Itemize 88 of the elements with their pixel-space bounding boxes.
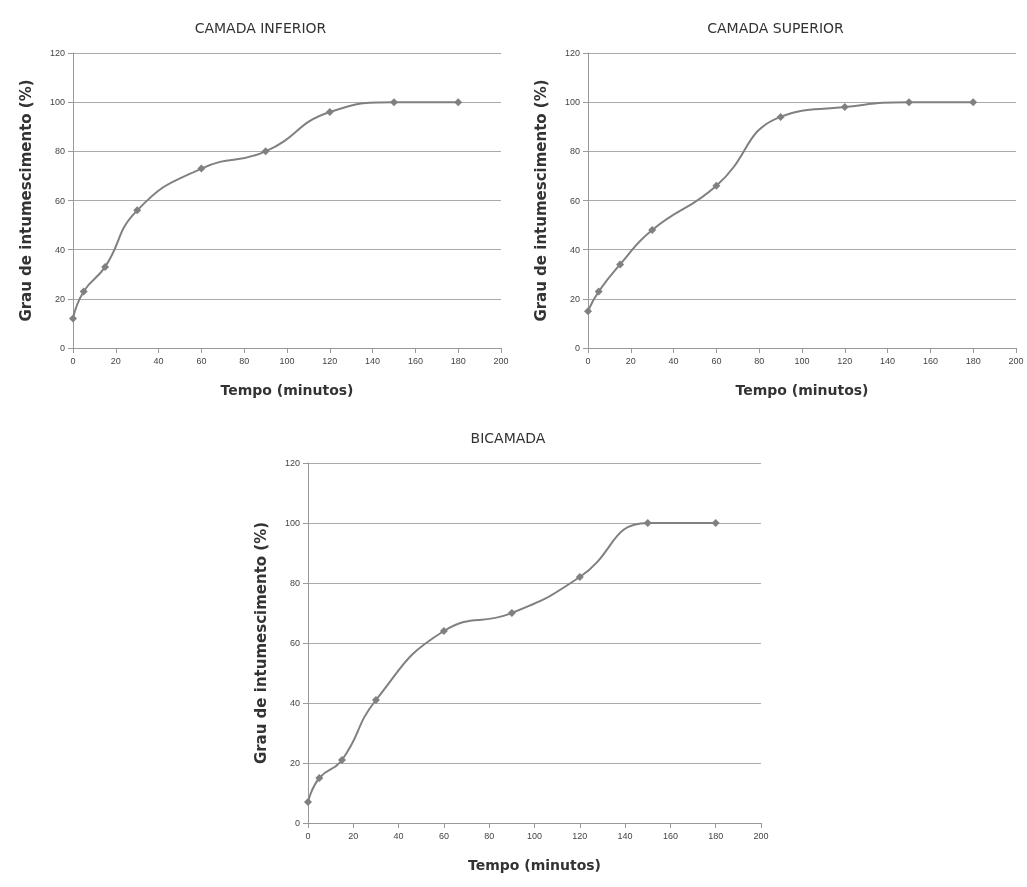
- y-tick-label: 120: [49, 48, 65, 58]
- point: [371, 696, 380, 704]
- chart-title: CAMADA INFERIOR: [194, 20, 327, 36]
- point: [776, 112, 785, 121]
- x-tick-label: 0: [305, 830, 311, 841]
- y-tick-label: 120: [284, 458, 300, 468]
- x-tick-label: 20: [348, 830, 359, 841]
- x-tick-label: 100: [794, 355, 810, 366]
- point: [101, 262, 110, 271]
- x-tick-label: 60: [711, 355, 722, 366]
- x-tick-label: 200: [1008, 355, 1024, 366]
- x-tick-label: 140: [617, 830, 633, 841]
- y-tick-label: 20: [289, 758, 300, 768]
- point: [69, 314, 77, 323]
- point: [643, 519, 652, 527]
- point: [325, 108, 334, 116]
- x-tick-label: 200: [753, 830, 769, 841]
- y-tick-label: 40: [569, 244, 580, 255]
- x-tick-label: 0: [585, 355, 591, 366]
- x-tick-label: 60: [438, 830, 449, 841]
- point: [315, 774, 324, 782]
- y-tick-label: 20: [569, 293, 580, 304]
- point: [454, 98, 463, 107]
- x-tick-label: 180: [965, 355, 981, 366]
- point: [439, 627, 448, 635]
- y-tick-label: 20: [54, 293, 65, 304]
- y-tick-label: 80: [569, 146, 580, 157]
- point: [648, 226, 657, 234]
- point: [712, 181, 721, 190]
- point: [711, 519, 720, 527]
- point: [616, 260, 625, 269]
- x-tick-label: 140: [365, 355, 381, 366]
- x-tick-label: 200: [493, 355, 509, 366]
- x-tick-label: 160: [922, 355, 938, 366]
- chart-title: CAMADA SUPERIOR: [707, 20, 845, 36]
- point: [261, 147, 270, 156]
- point: [584, 307, 592, 316]
- x-axis-title: Tempo (minutos): [467, 857, 602, 873]
- y-tick-label: 120: [564, 48, 580, 58]
- x-tick-label: 40: [153, 355, 164, 366]
- x-tick-label: 160: [407, 355, 423, 366]
- point: [304, 798, 312, 806]
- y-axis-title: Grau de intumescimento (%): [531, 79, 550, 322]
- point: [507, 609, 516, 617]
- y-axis-title: Grau de intumescimento (%): [16, 79, 35, 322]
- x-tick-label: 40: [393, 830, 404, 841]
- y-tick-label: 100: [284, 518, 300, 528]
- point: [197, 164, 206, 173]
- x-tick-label: 180: [708, 830, 724, 841]
- x-tick-label: 80: [484, 830, 495, 841]
- x-tick-label: 0: [70, 355, 76, 366]
- x-tick-label: 80: [754, 355, 765, 366]
- x-tick-label: 20: [625, 355, 636, 366]
- y-tick-label: 60: [54, 195, 65, 206]
- point: [594, 287, 603, 296]
- x-tick-label: 180: [450, 355, 466, 366]
- y-tick-label: 40: [289, 698, 300, 708]
- y-axis-title: Grau de intumescimento (%): [251, 521, 270, 765]
- y-tick-label: 0: [574, 343, 580, 353]
- y-tick-label: 0: [59, 343, 65, 353]
- y-tick-label: 60: [569, 195, 580, 206]
- x-tick-label: 120: [837, 355, 853, 366]
- y-tick-label: 100: [49, 97, 65, 108]
- x-axis-title: Tempo (minutos): [735, 382, 869, 398]
- x-tick-label: 120: [322, 355, 338, 366]
- y-tick-label: 60: [289, 638, 300, 648]
- x-axis-title: Tempo (minutos): [220, 382, 354, 398]
- point: [969, 98, 978, 107]
- x-tick-label: 160: [662, 830, 678, 841]
- point: [337, 756, 346, 764]
- x-tick-label: 140: [880, 355, 896, 366]
- point: [575, 573, 584, 581]
- y-tick-label: 80: [54, 146, 65, 157]
- y-tick-label: 0: [294, 818, 300, 828]
- x-tick-label: 80: [239, 355, 250, 366]
- x-tick-label: 20: [110, 355, 121, 366]
- x-tick-label: 60: [196, 355, 207, 366]
- point: [390, 98, 398, 107]
- point: [840, 103, 849, 112]
- point: [79, 287, 88, 296]
- x-tick-label: 100: [526, 830, 543, 841]
- chart-title: BICAMADA: [470, 430, 546, 446]
- point: [905, 98, 913, 107]
- y-tick-label: 40: [54, 244, 65, 255]
- x-tick-label: 40: [668, 355, 679, 366]
- y-tick-label: 100: [564, 97, 580, 108]
- y-tick-label: 80: [289, 578, 300, 588]
- point: [133, 206, 142, 215]
